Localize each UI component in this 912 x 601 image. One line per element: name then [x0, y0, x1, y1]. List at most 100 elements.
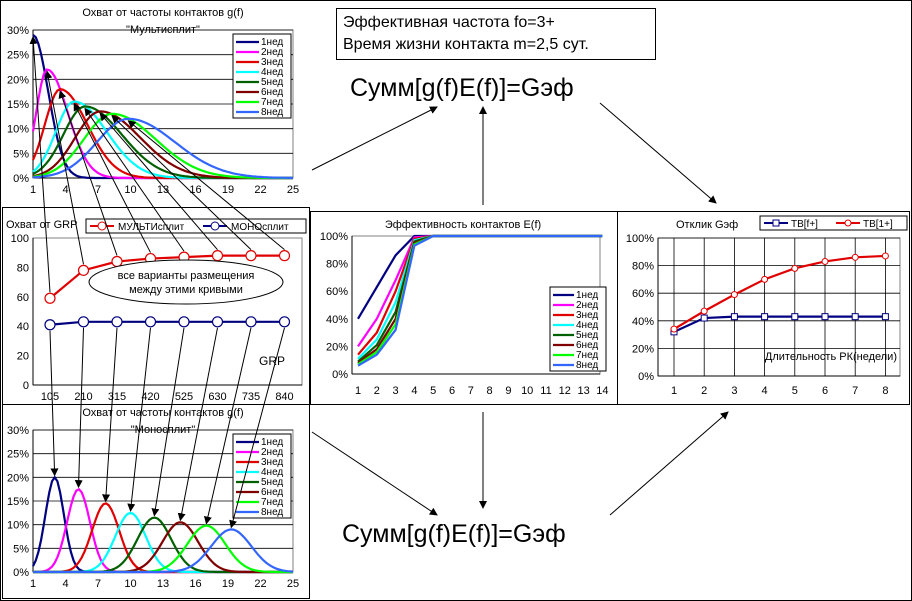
response-xtick-label: 3	[731, 385, 737, 397]
grp-data-point	[245, 250, 257, 262]
response-data-point	[821, 257, 829, 265]
response-xtick-label: 2	[701, 385, 707, 397]
g_multi-xtick-label: 13	[157, 184, 169, 196]
eff-xtick-label: 3	[393, 385, 399, 397]
grp-xtick-label: 735	[242, 391, 260, 403]
response-legend-label: ТВ[1+]	[863, 219, 893, 230]
g_multi-ytick-label: 0%	[13, 173, 29, 185]
response-data-point	[851, 313, 859, 321]
g_mono-xtick-label: 1	[30, 578, 36, 590]
g_mono-ytick-label: 20%	[7, 472, 29, 484]
mapping-arrow-mono	[74, 327, 84, 489]
g_mono-legend-label: 2нед	[261, 447, 283, 458]
eff-legend-label: 1нед	[576, 290, 598, 301]
eff-xtick-label: 8	[487, 385, 493, 397]
grp-data-point	[211, 250, 224, 262]
g_multi-legend-label: 2нед	[261, 47, 283, 58]
g_mono-ytick-label: 25%	[7, 449, 29, 461]
effective-frequency-text: Эффективная частота fo=3+	[343, 14, 555, 31]
g_multi-legend-label: 1нед	[261, 37, 283, 48]
response-title: Отклик Gэф	[676, 219, 738, 231]
response-panel-frame	[617, 211, 910, 405]
eff-xtick-label: 10	[521, 385, 533, 397]
mapping-arrow-multi	[111, 115, 252, 251]
g_multi-xtick-label: 1	[30, 184, 36, 196]
g_multi-subtitle: "Мультисплит"	[126, 24, 200, 36]
response-data-point	[851, 253, 859, 261]
grp-xtick-label: 420	[141, 391, 159, 403]
note-ellipse-text: все варианты размещения	[118, 270, 255, 282]
grp-ytick-label: 20	[17, 351, 29, 363]
grp-data-point	[278, 316, 291, 328]
grp-data-point	[278, 250, 291, 262]
g_mono-title: Охват от частоты контактов g(f)	[82, 407, 243, 419]
flow-arrow-mono-to-formula	[311, 431, 438, 516]
mapping-arrow-multi	[84, 107, 185, 252]
eff-ytick-label: 20%	[326, 341, 348, 353]
mapping-arrow-multi	[58, 90, 118, 256]
grp-xtick-label: 630	[208, 391, 226, 403]
grp-legend-label: МОНОсплит	[231, 222, 289, 233]
g_multi-xtick-label: 7	[95, 184, 101, 196]
response-xtick-label: 8	[882, 385, 888, 397]
response-ytick-label: 0%	[638, 371, 654, 383]
g_mono-subtitle: "Моносплит"	[131, 424, 196, 436]
mapping-arrow-mono	[177, 327, 218, 522]
response-plot-area	[657, 237, 901, 377]
g_mono-legend-label: 3нед	[261, 457, 283, 468]
response-data-point	[700, 314, 708, 322]
g_multi-ytick-label: 10%	[7, 124, 29, 136]
eff-legend-label: 8нед	[576, 360, 598, 371]
g_mono-xtick-label: 19	[222, 578, 234, 590]
eff-xtick-label: 14	[596, 385, 608, 397]
g_multi-series-8	[32, 117, 293, 179]
g_mono-legend-label: 7нед	[261, 497, 283, 508]
mapping-arrow-multi	[44, 70, 84, 265]
g_multi-legend-label: 4нед	[261, 67, 283, 78]
g_mono-xtick-label: 16	[189, 578, 201, 590]
eff-legend-label: 6нед	[576, 340, 598, 351]
grp-data-point	[144, 316, 157, 328]
eff-xtick-label: 2	[374, 385, 380, 397]
response-ytick-label: 80%	[632, 261, 654, 273]
g_multi-series-7	[32, 112, 293, 180]
grp-title: Охват от GRP	[6, 219, 77, 231]
grp-ytick-label: 100	[11, 233, 29, 245]
response-ytick-label: 60%	[632, 288, 654, 300]
response-legend-marker	[772, 219, 780, 227]
eff-ytick-label: 80%	[326, 259, 348, 271]
g_multi-ytick-label: 20%	[7, 74, 29, 86]
eff-xtick-label: 1	[355, 385, 361, 397]
g_multi-legend-label: 8нед	[261, 107, 283, 118]
mapping-arrow-multi	[73, 102, 151, 253]
g_multi-legend-label: 5нед	[261, 77, 283, 88]
g_mono-xtick-label: 25	[287, 578, 299, 590]
eff-legend-label: 2нед	[576, 300, 598, 311]
response-series-line	[673, 315, 886, 333]
g_mono-ytick-label: 5%	[13, 543, 29, 555]
eff-legend-label: 4нед	[576, 320, 598, 331]
response-data-point	[761, 313, 769, 321]
g_mono-ytick-label: 15%	[7, 496, 29, 508]
mapping-arrow-mono	[49, 330, 59, 477]
mono-panel-frame	[2, 404, 310, 599]
grp-legend-marker	[97, 221, 107, 231]
response-data-point	[730, 291, 738, 299]
info-box: Эффективная частота fo=3+ Время жизни ко…	[336, 8, 656, 60]
g_mono-legend-box	[232, 433, 292, 519]
grp-xtick-label: 315	[108, 391, 126, 403]
g_multi-title: Охват от частоты контактов g(f)	[82, 7, 243, 19]
g_multi-xtick-label: 25	[287, 184, 299, 196]
response-data-point	[730, 313, 738, 321]
eff-xtick-label: 13	[577, 385, 589, 397]
g_multi-ytick-label: 5%	[13, 148, 29, 160]
response-xtick-label: 6	[822, 385, 828, 397]
g_mono-legend-label: 1нед	[261, 437, 283, 448]
g_mono-ytick-label: 30%	[7, 425, 29, 437]
formula-bottom: Сумм[g(f)E(f)]=Gэф	[342, 520, 566, 548]
g_multi-legend-label: 7нед	[261, 97, 283, 108]
eff-ytick-label: 40%	[326, 314, 348, 326]
formula-top: Сумм[g(f)E(f)]=Gэф	[350, 74, 574, 102]
g_multi-xtick-label: 19	[222, 184, 234, 196]
mapping-arrow-mono	[229, 327, 285, 529]
